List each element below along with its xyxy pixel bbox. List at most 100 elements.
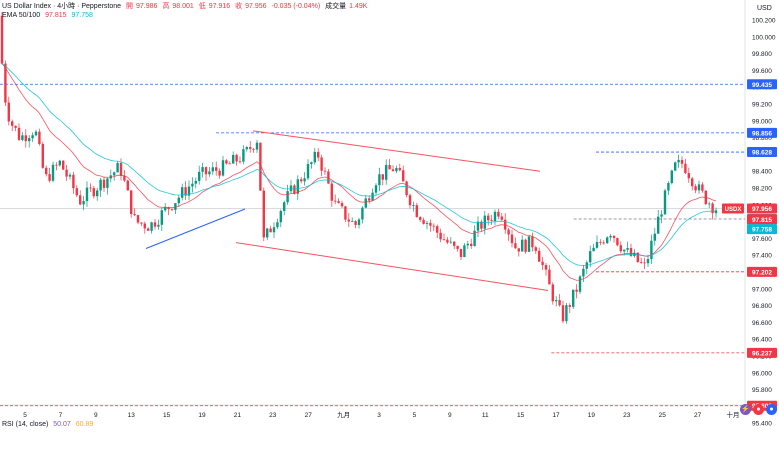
candle-body bbox=[48, 174, 51, 181]
candle-body bbox=[507, 229, 510, 235]
candle-body bbox=[351, 221, 354, 222]
price-tick-label: 100.000 bbox=[752, 34, 776, 41]
time-tick-label: 27 bbox=[305, 412, 313, 419]
candle-body bbox=[255, 142, 259, 150]
candle-body bbox=[405, 181, 408, 196]
candle-body bbox=[629, 248, 633, 257]
currency-label: USD bbox=[757, 5, 772, 12]
candle-body bbox=[252, 148, 255, 150]
time-tick-label: 7 bbox=[59, 412, 63, 419]
candle-body bbox=[310, 162, 313, 165]
candle-body bbox=[313, 151, 316, 163]
candle-body bbox=[215, 167, 218, 171]
time-tick-label: 15 bbox=[517, 412, 525, 419]
candle-body bbox=[612, 235, 616, 239]
candle-body bbox=[136, 215, 140, 223]
price-tick-label: 96.400 bbox=[752, 337, 772, 344]
price-tick-label: 97.600 bbox=[752, 236, 772, 243]
candle-body bbox=[340, 203, 344, 207]
candle-body bbox=[174, 203, 177, 210]
candle-body bbox=[177, 197, 180, 204]
rsi-ma-value: 60.89 bbox=[75, 421, 94, 428]
candle-body bbox=[221, 160, 225, 176]
candle-body bbox=[640, 262, 643, 263]
change-value: -0.035 (-0.04%) bbox=[271, 3, 321, 10]
level-tag-label: 98.856 bbox=[752, 130, 772, 137]
eu-flag-icon[interactable]: ● bbox=[766, 404, 777, 415]
ema-tag-label: 97.815 bbox=[752, 217, 772, 224]
candle-body bbox=[504, 219, 507, 230]
candle-body bbox=[262, 190, 265, 238]
candle-body bbox=[242, 149, 245, 162]
candle-body bbox=[7, 102, 10, 122]
candle-body bbox=[429, 222, 432, 226]
candle-body bbox=[701, 184, 704, 191]
candle-body bbox=[667, 183, 670, 191]
candle-body bbox=[412, 205, 415, 206]
candle-body bbox=[466, 243, 469, 246]
candle-body bbox=[684, 163, 687, 174]
candle-body bbox=[589, 251, 592, 263]
candle-body bbox=[17, 127, 21, 140]
candle-body bbox=[493, 211, 497, 222]
candle-body bbox=[388, 165, 391, 170]
current-price-label: 97.956 bbox=[752, 206, 772, 213]
candle-body bbox=[436, 226, 439, 233]
candle-body bbox=[646, 259, 650, 264]
candle-body bbox=[439, 232, 442, 240]
price-tick-label: 97.000 bbox=[752, 286, 772, 293]
candle-body bbox=[385, 165, 388, 180]
candle-body bbox=[578, 276, 582, 292]
candle-body bbox=[41, 144, 44, 168]
symbol-tag bbox=[722, 203, 744, 214]
candle-body bbox=[79, 195, 82, 205]
price-tick-label: 98.400 bbox=[752, 169, 772, 176]
candle-body bbox=[442, 239, 446, 241]
lightning-icon[interactable]: ⚡ bbox=[740, 404, 751, 415]
candle-body bbox=[235, 154, 238, 162]
candle-body bbox=[408, 195, 412, 206]
candle-body bbox=[347, 219, 350, 222]
candle-body bbox=[184, 187, 187, 196]
price-tick-label: 97.400 bbox=[752, 253, 772, 260]
time-tick-label: 27 bbox=[694, 412, 702, 419]
candle-body bbox=[680, 159, 684, 164]
candle-body bbox=[694, 186, 697, 191]
candle-body bbox=[677, 159, 680, 163]
candle-body bbox=[89, 187, 92, 189]
candle-body bbox=[551, 284, 554, 302]
candle-body bbox=[75, 188, 78, 196]
candle-body bbox=[419, 217, 422, 220]
ema-tag bbox=[747, 214, 777, 225]
candle-body bbox=[218, 170, 221, 176]
candle-body bbox=[378, 174, 381, 186]
time-tick-label: 23 bbox=[269, 412, 277, 419]
candle-body bbox=[541, 261, 544, 266]
candle-body bbox=[96, 190, 99, 197]
candle-body bbox=[357, 219, 361, 225]
candle-body bbox=[555, 300, 558, 302]
candle-body bbox=[653, 233, 656, 241]
candle-body bbox=[34, 131, 38, 136]
rsi-legend[interactable]: RSI (14, close) 50.07 60.89 bbox=[2, 421, 96, 428]
candle-body bbox=[286, 191, 289, 203]
us-flag-icon[interactable]: ● bbox=[753, 404, 764, 415]
candle-body bbox=[0, 15, 4, 64]
candle-body bbox=[130, 190, 133, 215]
candle-body bbox=[449, 241, 452, 243]
candle-body bbox=[538, 250, 541, 262]
level-tag bbox=[747, 127, 777, 138]
candle-body bbox=[38, 131, 41, 145]
candle-body bbox=[344, 206, 347, 220]
candle-body bbox=[643, 262, 646, 264]
candle-body bbox=[300, 179, 303, 182]
level-tag-label: 97.202 bbox=[752, 269, 772, 276]
ema-legend[interactable]: EMA 50/100 97.815 97.758 bbox=[2, 11, 96, 20]
candle-body bbox=[565, 305, 568, 322]
candle-body bbox=[85, 187, 89, 202]
candle-body bbox=[708, 203, 711, 205]
symbol-title[interactable]: US Dollar Index · 4小時 · Pepperstone bbox=[2, 3, 122, 10]
candle-body bbox=[534, 247, 537, 251]
